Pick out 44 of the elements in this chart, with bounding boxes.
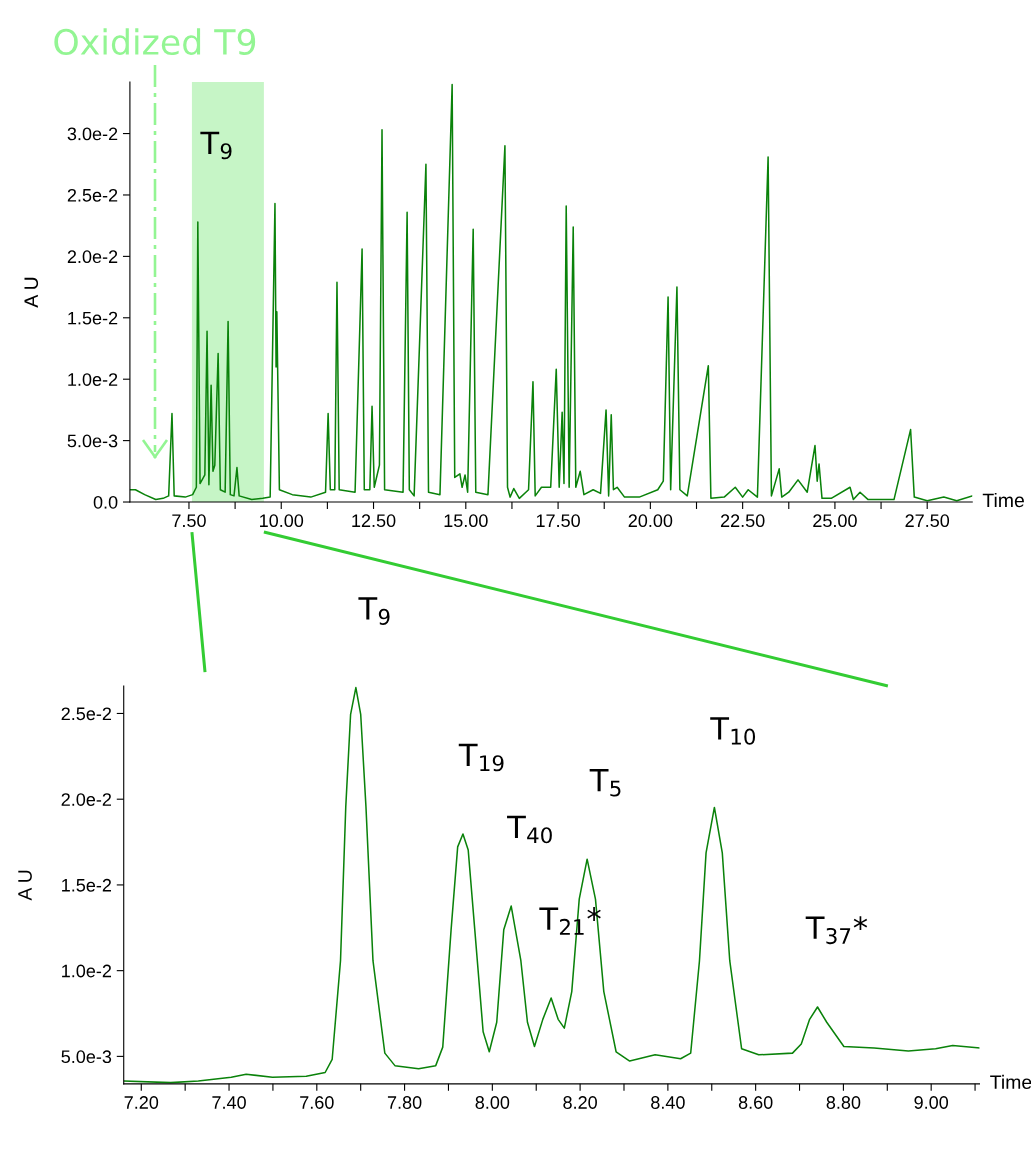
x-tick-label: 8.40	[651, 1096, 685, 1109]
x-tick-label: 7.20	[124, 1096, 159, 1109]
x-tick-label: 12.50	[352, 514, 396, 528]
y-tick-label: 5.0e-3	[67, 434, 118, 448]
y-tick-label: 5.0e-3	[61, 1050, 112, 1064]
annotation: T$_{19}$	[458, 743, 504, 772]
y-tick-label: 2.0e-2	[67, 250, 118, 264]
text: Oxidized T9	[54, 28, 256, 56]
x-axis-title: Time	[982, 492, 1024, 508]
x-tick-label: 15.00	[444, 514, 488, 528]
y-tick-label: 2.0e-2	[61, 793, 112, 806]
annotation: T$_{9}$	[200, 131, 232, 160]
x-tick-label: 25.00	[813, 514, 857, 528]
annotation: T$_{37}$*	[805, 916, 868, 945]
x-tick-label: 20.00	[628, 514, 673, 528]
x-tick-label: 8.60	[738, 1096, 773, 1109]
x-tick-label: 7.80	[387, 1096, 422, 1109]
x-tick-label: 8.20	[563, 1096, 597, 1109]
x-tick-label: 9.00	[914, 1096, 949, 1109]
x-tick-label: 7.50	[172, 514, 206, 528]
y-tick-label: 2.5e-2	[67, 188, 118, 202]
annotation: T$_{10}$	[710, 717, 756, 745]
y-tick-label: 0.0	[93, 495, 118, 509]
annotation: T$_{40}$	[507, 815, 552, 844]
x-tick-label: 10.00	[260, 514, 304, 528]
y-tick-label: 1.5e-2	[62, 878, 112, 892]
x-tick-label: 27.50	[905, 514, 950, 528]
x-tick-label: 17.50	[536, 514, 580, 528]
x-axis-title: Time	[990, 1074, 1031, 1090]
y-axis-title: A U	[24, 277, 39, 308]
y-tick-label: 2.5e-2	[61, 707, 112, 721]
y-tick-label: 3.0e-2	[67, 127, 118, 141]
x-tick-label: 8.00	[475, 1096, 510, 1109]
x-tick-label: 7.40	[212, 1096, 246, 1109]
x-tick-label: 8.80	[826, 1096, 861, 1109]
x-tick-label: 22.50	[720, 514, 765, 528]
y-tick-label: 1.0e-2	[68, 373, 118, 386]
annotation: T$_{5}$	[589, 768, 621, 797]
y-axis-title: A U	[18, 870, 32, 901]
line-series	[123, 686, 980, 1084]
y-tick-label: 1.0e-2	[62, 964, 112, 978]
y-tick-label: 1.5e-2	[68, 311, 118, 325]
annotation: T$_{9}$	[358, 597, 390, 625]
x-tick-label: 7.60	[300, 1096, 334, 1109]
